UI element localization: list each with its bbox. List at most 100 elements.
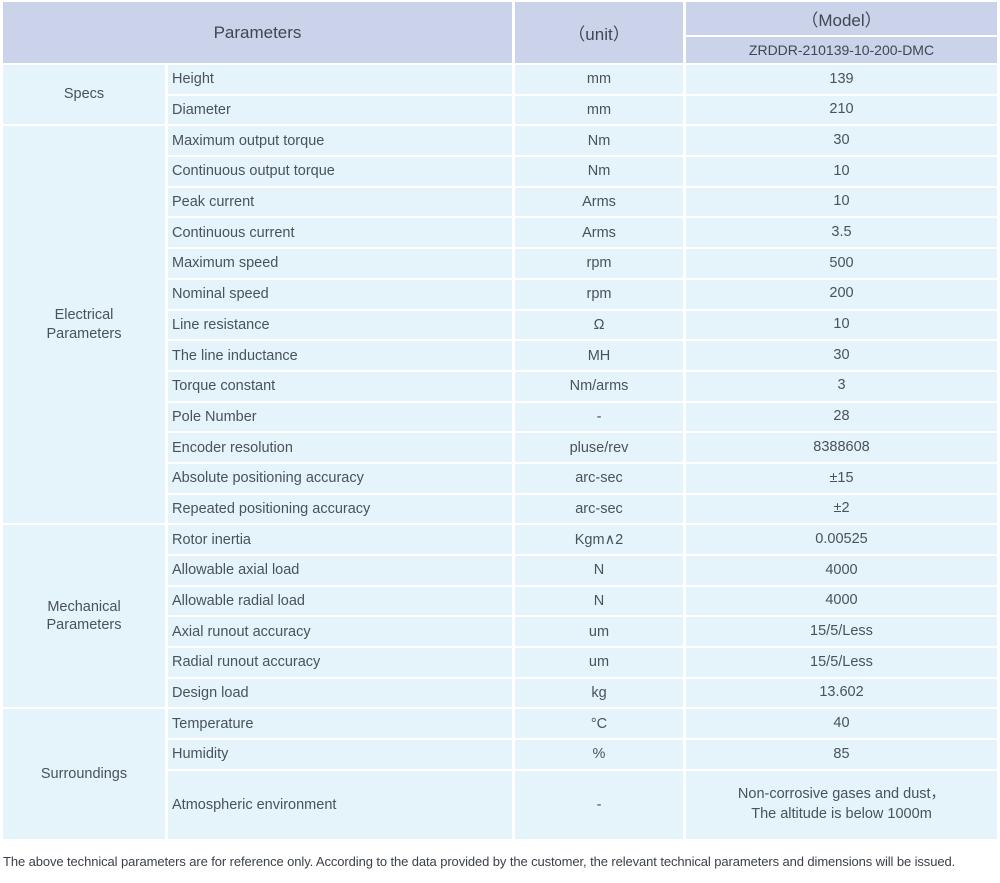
value-cell: 200 xyxy=(686,279,997,309)
table-row: Electrical Parameters Maximum output torq… xyxy=(3,126,997,524)
table-row: Radial runout accuracy um 15/5/Less xyxy=(3,648,997,677)
unit-cell: um xyxy=(515,648,683,677)
name-cell: Continuous output torque xyxy=(168,157,512,186)
name-cell: Height xyxy=(168,65,512,94)
table-row: Allowable axial load N 4000 xyxy=(3,556,997,585)
footer-note: The above technical parameters are for r… xyxy=(3,853,956,869)
table-row: Absolute positioning accuracy arc-sec ±15 xyxy=(3,463,997,493)
value-cell: 3 xyxy=(686,371,997,401)
table-row: Peak current Arms 10 xyxy=(3,187,997,217)
table-header: Parameters （unit） （Model） ZRDDR-210139-1… xyxy=(3,2,997,63)
value-cell: 8388608 xyxy=(686,433,997,462)
name-cell: Encoder resolution xyxy=(168,433,512,462)
table-row: Pole Number -28 xyxy=(3,402,997,432)
value-cell: 10 xyxy=(686,310,997,340)
value-cell: 500 xyxy=(686,249,997,278)
name-cell: Atmospheric environment xyxy=(168,770,512,839)
value-cell: ±15 xyxy=(686,463,997,493)
name-cell: Pole Number xyxy=(168,402,512,432)
unit-cell: °C xyxy=(515,709,683,739)
parameters-table: Parameters （unit） （Model） ZRDDR-210139-1… xyxy=(3,2,997,839)
value-cell: 10 xyxy=(686,157,997,186)
unit-cell: pluse/rev xyxy=(515,433,683,462)
unit-cell: Nm/arms xyxy=(515,371,683,401)
name-cell: Radial runout accuracy xyxy=(168,648,512,677)
table-row: Mechanical Parameters Rotor inertia Kgm∧2 0… xyxy=(3,525,997,708)
unit-cell: - xyxy=(515,770,683,839)
unit-cell: N xyxy=(515,586,683,616)
table-row: Line resistance Ω 10 xyxy=(3,310,997,340)
table-row: Specs Height mm 139 xyxy=(3,65,997,125)
name-cell: Allowable radial load xyxy=(168,586,512,616)
category-cell: Mechanical Parameters xyxy=(3,525,165,708)
name-cell: Diameter xyxy=(168,95,512,125)
header-row-2: ZRDDR-210139-10-200-DMC xyxy=(3,37,997,63)
name-cell: Temperature xyxy=(168,709,512,739)
name-cell: Peak current xyxy=(168,187,512,217)
table-row: Encoder resolution pluse/rev 8388608 xyxy=(3,433,997,462)
table-row: Humidity% 85 xyxy=(3,740,997,769)
unit-cell: Arms xyxy=(515,187,683,217)
model-number: ZRDDR-210139-10-200-DMC xyxy=(686,37,997,63)
unit-cell: arc-sec xyxy=(515,463,683,493)
value-cell: 28 xyxy=(686,402,997,432)
value-cell: 40 xyxy=(686,709,997,739)
name-cell: Absolute positioning accuracy xyxy=(168,463,512,493)
value-cell: 4000 xyxy=(686,586,997,616)
value-cell: Non-corrosive gases and dust， The altitu… xyxy=(686,770,997,839)
model-header: （Model） xyxy=(686,2,997,35)
name-cell: Repeated positioning accuracy xyxy=(168,494,512,524)
table-row: Atmospheric environment - Non-corrosive ga… xyxy=(3,770,997,839)
name-cell: Maximum speed xyxy=(168,249,512,278)
name-cell: Continuous current xyxy=(168,218,512,248)
value-cell: 210 xyxy=(686,95,997,125)
value-cell: 0.00525 xyxy=(686,525,997,554)
name-cell: Design load xyxy=(168,678,512,708)
table-row: Allowable radial load N 4000 xyxy=(3,586,997,616)
unit-cell: rpm xyxy=(515,249,683,278)
value-cell: 15/5/Less xyxy=(686,617,997,647)
unit-cell: - xyxy=(515,402,683,432)
table-row: Maximum speed rpm 500 xyxy=(3,249,997,278)
unit-cell: MH xyxy=(515,341,683,370)
table-row: Surroundings Temperature °C 40 xyxy=(3,709,997,839)
parameters-header: Parameters xyxy=(3,2,512,63)
header-row-1: Parameters （unit） （Model） xyxy=(3,2,997,63)
value-cell: 139 xyxy=(686,65,997,94)
name-cell: Line resistance xyxy=(168,310,512,340)
value-cell: 3.5 xyxy=(686,218,997,248)
unit-cell: kg xyxy=(515,678,683,708)
name-cell: Axial runout accuracy xyxy=(168,617,512,647)
category-cell: Electrical Parameters xyxy=(3,126,165,524)
table-row: Axial runout accuracy um 15/5/Less xyxy=(3,617,997,647)
unit-cell: N xyxy=(515,556,683,585)
value-cell: 15/5/Less xyxy=(686,648,997,677)
name-cell: Allowable axial load xyxy=(168,556,512,585)
name-cell: The line inductance xyxy=(168,341,512,370)
unit-cell: Nm xyxy=(515,126,683,156)
table-body: Specs Height mm 139 Diameter mm 210 Electrical … xyxy=(3,65,997,839)
unit-cell: mm xyxy=(515,95,683,125)
category-cell: Specs xyxy=(3,65,165,125)
value-cell: 30 xyxy=(686,126,997,156)
unit-cell: Arms xyxy=(515,218,683,248)
unit-cell: Ω xyxy=(515,310,683,340)
unit-cell: rpm xyxy=(515,279,683,309)
unit-cell: mm xyxy=(515,65,683,94)
unit-cell: % xyxy=(515,740,683,769)
name-cell: Nominal speed xyxy=(168,279,512,309)
value-cell: 10 xyxy=(686,187,997,217)
unit-cell: Nm xyxy=(515,157,683,186)
table-row: Repeated positioning accuracy arc-sec ±2 xyxy=(3,494,997,524)
table-row: Continuous output torque Nm 10 xyxy=(3,157,997,186)
name-cell: Rotor inertia xyxy=(168,525,512,554)
table-row: Design load kg 13.602 xyxy=(3,678,997,708)
unit-header: （unit） xyxy=(515,2,683,63)
unit-cell: Kgm∧2 xyxy=(515,525,683,554)
value-cell: 4000 xyxy=(686,556,997,585)
value-cell: 85 xyxy=(686,740,997,769)
table-row: Diameter mm 210 xyxy=(3,95,997,125)
table-row: Torque constant Nm/arms 3 xyxy=(3,371,997,401)
category-cell: Surroundings xyxy=(3,709,165,839)
